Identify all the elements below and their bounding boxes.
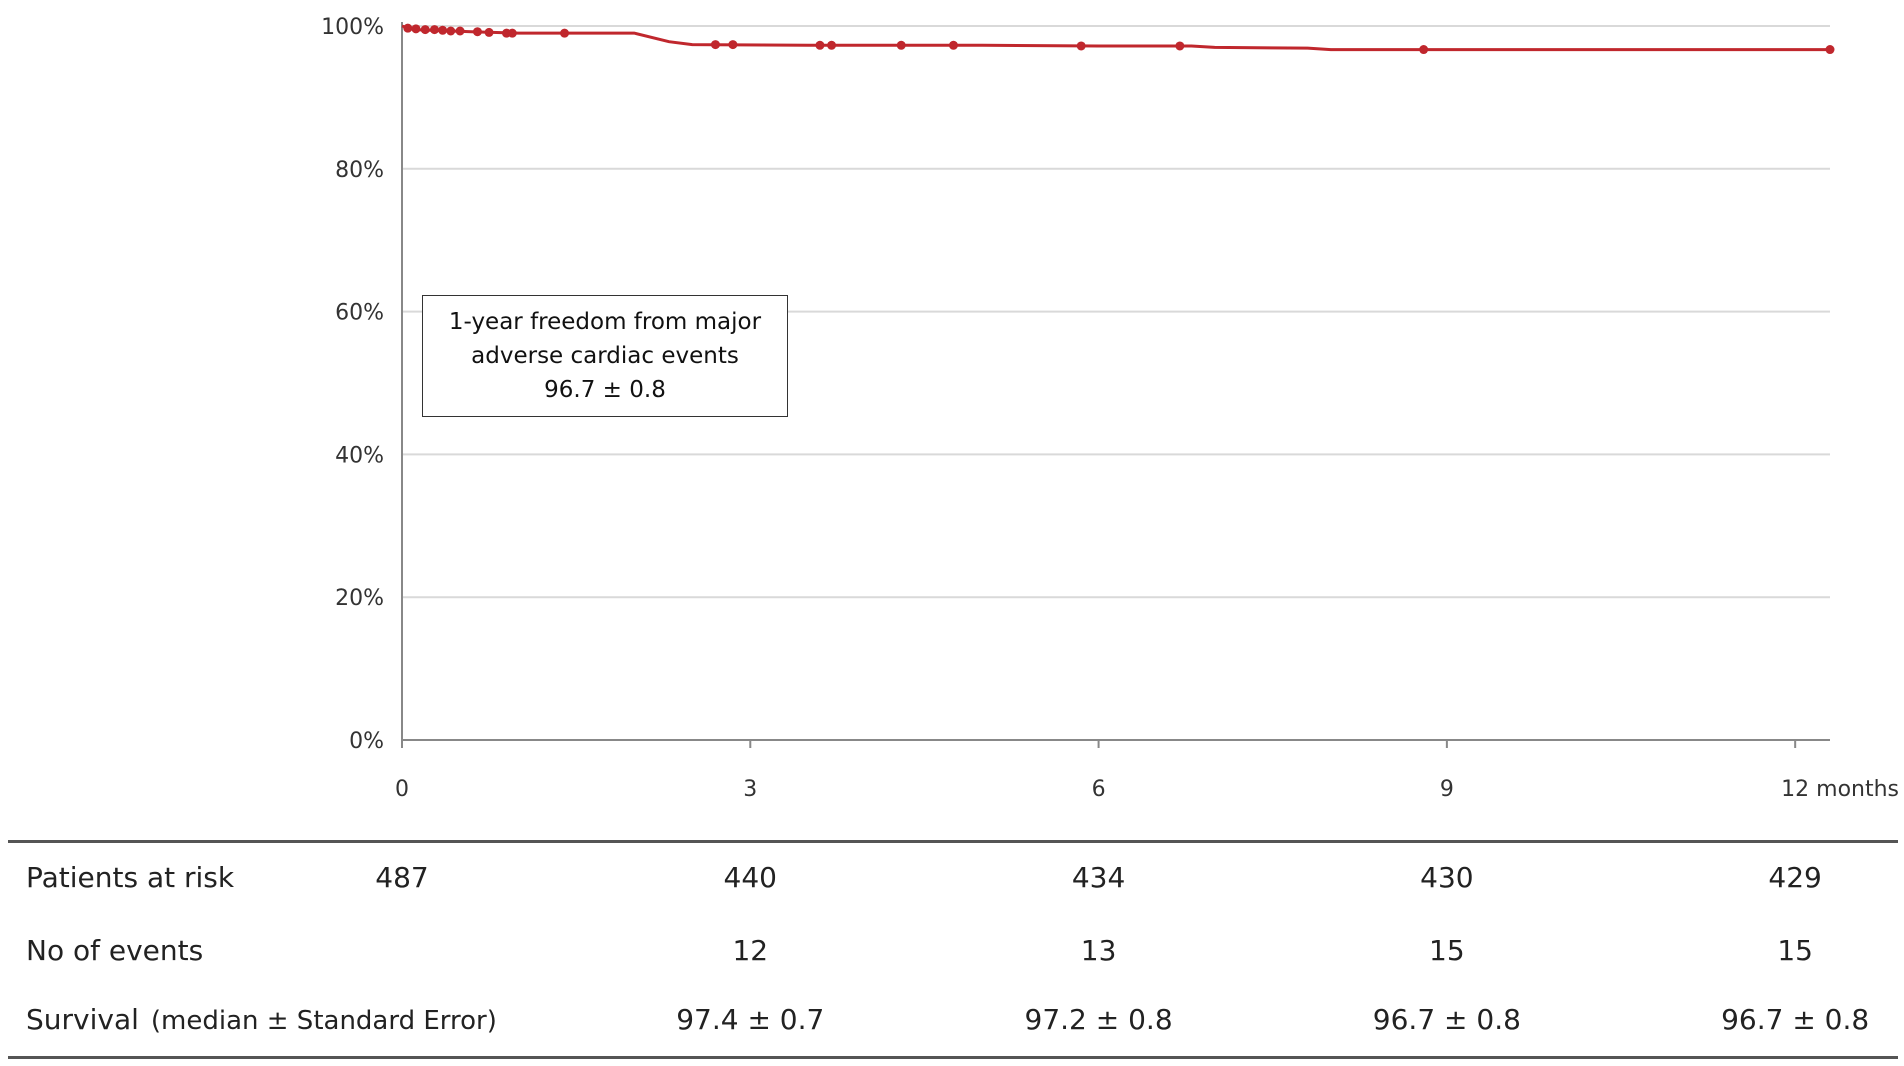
annotation-line-1: 1-year freedom from major	[448, 309, 762, 335]
table-cell: 430	[1420, 861, 1474, 894]
table-cell: 15	[1777, 934, 1813, 967]
censor-mark	[948, 40, 958, 50]
censor-mark	[446, 26, 456, 36]
table-cell: 96.7 ± 0.8	[1721, 1003, 1870, 1036]
row-label: Patients at risk	[26, 861, 235, 894]
table-top-rule	[8, 840, 1898, 843]
censor-mark	[827, 40, 837, 50]
censor-mark	[1825, 45, 1835, 55]
table-cell: 97.2 ± 0.8	[1024, 1003, 1173, 1036]
survival-curve-group	[401, 24, 1830, 52]
y-tick-label: 80%	[335, 158, 384, 183]
row-patients-at-risk: Patients at risk 487 440 434 430 429	[0, 858, 1904, 898]
survival-curve	[401, 24, 1830, 52]
censor-mark	[455, 26, 465, 36]
censor-mark	[1076, 41, 1086, 51]
censor-mark	[438, 25, 448, 35]
y-tick-label: 20%	[335, 586, 384, 611]
x-tick-label: 12 months	[1781, 777, 1899, 802]
censor-mark	[1175, 41, 1185, 51]
x-tick-label: 3	[743, 777, 757, 802]
table-cell: 434	[1071, 861, 1126, 894]
annotation-line-3: 96.7 ± 0.8	[544, 377, 666, 403]
censor-mark	[472, 27, 482, 37]
table-cell: 487	[375, 861, 429, 894]
censor-mark	[560, 28, 570, 38]
annotation-box: 1-year freedom from major adverse cardia…	[422, 295, 788, 417]
censor-mark	[507, 28, 517, 38]
row-no-of-events: No of events 12 13 15 15	[0, 931, 1904, 971]
censor-mark	[411, 24, 421, 34]
table-cell: 15	[1429, 934, 1465, 967]
censor-mark	[1419, 45, 1429, 55]
censor-mark	[815, 40, 825, 50]
y-tick-label: 40%	[335, 443, 384, 468]
risk-table: Patients at risk 487 440 434 430 429 No …	[0, 846, 1904, 1056]
table-cell: 96.7 ± 0.8	[1372, 1003, 1521, 1036]
censor-marks	[403, 23, 1835, 55]
table-bottom-rule	[8, 1056, 1898, 1059]
censor-mark	[484, 27, 494, 37]
censor-mark	[728, 40, 738, 50]
censor-mark	[896, 40, 906, 50]
table-cell: 429	[1768, 861, 1822, 894]
axes	[401, 22, 1830, 741]
row-label: Survival (median ± Standard Error)	[26, 1003, 497, 1036]
censor-mark	[710, 40, 720, 50]
table-cell: 440	[723, 861, 777, 894]
row-sublabel: (median ± Standard Error)	[150, 1006, 497, 1036]
x-tick-labels: 0 3 6 9 12 months	[395, 740, 1899, 802]
y-tick-labels: 0% 20% 40% 60% 80% 100%	[321, 15, 384, 754]
x-tick-label: 6	[1092, 777, 1106, 802]
kaplan-meier-chart: 0% 20% 40% 60% 80% 100% 0 3 6 9 12 months	[321, 15, 1899, 802]
censor-mark	[403, 23, 413, 33]
table-cell: 97.4 ± 0.7	[676, 1003, 825, 1036]
x-tick-label: 0	[395, 777, 409, 802]
annotation-line-2: adverse cardiac events	[471, 343, 739, 369]
row-survival: Survival (median ± Standard Error) 97.4 ±…	[0, 1000, 1904, 1040]
y-tick-label: 60%	[335, 301, 384, 326]
row-label: No of events	[26, 934, 204, 967]
censor-mark	[430, 25, 440, 35]
x-tick-label: 9	[1440, 777, 1454, 802]
y-tick-label: 0%	[349, 729, 384, 754]
censor-mark	[420, 25, 430, 35]
table-cell: 12	[732, 934, 769, 967]
y-tick-label: 100%	[321, 15, 384, 40]
table-cell: 13	[1080, 934, 1117, 967]
